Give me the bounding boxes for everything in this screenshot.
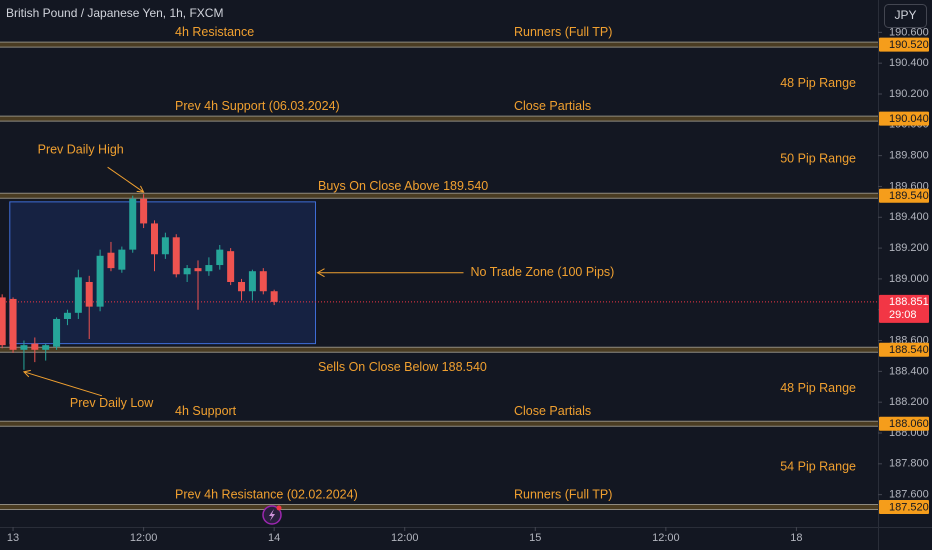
level-label: Close Partials <box>514 99 591 113</box>
price-badge <box>879 111 929 126</box>
price-badge-label: 190.520 <box>889 39 929 51</box>
candle-body <box>270 291 278 302</box>
candle-body <box>96 255 104 307</box>
annotation-arrow <box>107 166 144 193</box>
y-tick-label: 187.800 <box>889 458 929 470</box>
annotation-arrow-head <box>22 369 31 378</box>
x-tick-label: 18 <box>790 532 802 544</box>
event-dot <box>276 505 282 511</box>
last-price-badge <box>879 294 929 323</box>
annotation-arrow-head <box>136 185 145 193</box>
candle-body <box>227 251 235 282</box>
y-tick-label: 189.200 <box>889 242 929 254</box>
zone-label: No Trade Zone (100 Pips) <box>471 265 615 279</box>
price-badge <box>879 188 929 203</box>
candle-body <box>259 271 267 292</box>
price-badge-label: 188.540 <box>889 344 929 356</box>
level-label: Runners (Full TP) <box>514 25 612 39</box>
level-band <box>0 421 878 427</box>
price-badge <box>879 37 929 52</box>
candle-body <box>118 249 126 270</box>
x-tick-label: 15 <box>529 532 541 544</box>
candle-body <box>140 198 148 224</box>
candle-body <box>129 198 137 250</box>
range-label: 50 Pip Range <box>780 151 856 165</box>
candle-body <box>205 265 213 272</box>
level-label: Buys On Close Above 189.540 <box>318 179 488 193</box>
y-tick-label: 189.000 <box>889 273 929 285</box>
event-bolt <box>269 509 275 521</box>
range-label: 48 Pip Range <box>780 76 856 90</box>
annotation-arrow <box>23 371 103 397</box>
level-label: Runners (Full TP) <box>514 487 612 501</box>
candle-body <box>74 277 82 313</box>
candle-body <box>107 252 115 269</box>
level-label: Sells On Close Below 188.540 <box>318 360 487 374</box>
currency-button[interactable] <box>884 4 927 28</box>
candle-body <box>194 268 202 272</box>
level-band <box>0 193 878 199</box>
annotation-label: Prev Daily High <box>38 142 124 156</box>
candle-body <box>20 345 28 350</box>
candle-body <box>238 281 246 292</box>
candle-body <box>42 345 50 350</box>
level-band <box>0 347 878 353</box>
candle-body <box>31 343 39 350</box>
range-label: 54 Pip Range <box>780 460 856 474</box>
level-band <box>0 116 878 122</box>
price-badge <box>879 499 929 514</box>
x-tick-label: 12:00 <box>652 532 680 544</box>
candle-body <box>183 268 191 275</box>
level-label: 4h Resistance <box>175 25 254 39</box>
y-tick-label: 188.200 <box>889 396 929 408</box>
candle-body <box>216 249 224 266</box>
last-price-label: 188.851 <box>889 296 929 308</box>
price-badge <box>879 416 929 431</box>
candle-body <box>172 237 180 275</box>
plot: No Trade Zone (100 Pips) 4h Resistance Run… <box>0 25 878 510</box>
candle-body <box>248 271 256 292</box>
y-tick-label: 188.400 <box>889 365 929 377</box>
level-band <box>0 42 878 48</box>
y-tick-label: 187.600 <box>889 489 929 501</box>
x-tick-label: 12:00 <box>130 532 158 544</box>
level-label: Close Partials <box>514 404 591 418</box>
level-label: Prev 4h Resistance (02.02.2024) <box>175 487 358 501</box>
price-badge <box>879 342 929 357</box>
price-badge-label: 190.040 <box>889 113 929 125</box>
annotation-label: Prev Daily Low <box>70 396 154 410</box>
price-badge-label: 187.520 <box>889 501 929 513</box>
price-badge-label: 189.540 <box>889 190 929 202</box>
candle-body <box>63 312 71 319</box>
candle-body <box>53 318 61 347</box>
currency-label[interactable]: JPY <box>894 8 916 22</box>
price-badge-label: 188.060 <box>889 418 929 430</box>
range-label: 48 Pip Range <box>780 381 856 395</box>
x-tick-label: 14 <box>268 532 280 544</box>
level-label: 4h Support <box>175 404 237 418</box>
y-tick-label: 190.400 <box>889 57 929 69</box>
countdown-label: 29:08 <box>889 309 917 321</box>
x-tick-label: 12:00 <box>391 532 419 544</box>
x-tick-label: 13 <box>7 532 19 544</box>
y-tick-label: 189.800 <box>889 150 929 162</box>
candle-body <box>161 237 169 255</box>
candle-body <box>0 297 6 346</box>
chart-title: British Pound / Japanese Yen, 1h, FXCM <box>6 6 223 20</box>
y-tick-label: 189.400 <box>889 211 929 223</box>
candle-body <box>150 223 158 255</box>
candle-body <box>85 281 93 307</box>
zone-arrow-head <box>316 268 325 278</box>
y-tick-label: 190.200 <box>889 88 929 100</box>
y-tick-label: 190.600 <box>889 26 929 38</box>
candle-body <box>9 298 17 350</box>
level-label: Prev 4h Support (06.03.2024) <box>175 99 340 113</box>
level-band <box>0 504 878 510</box>
